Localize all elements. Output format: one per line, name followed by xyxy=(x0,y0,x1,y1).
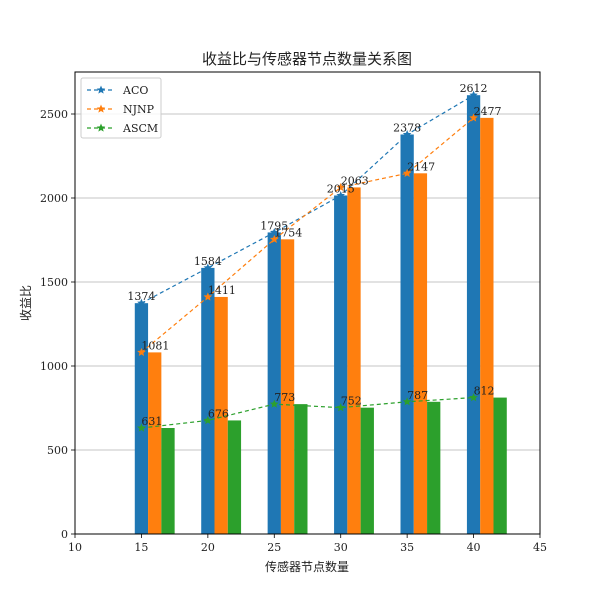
data-label-njnp-40: 2477 xyxy=(474,105,502,118)
data-label-aco-35: 2378 xyxy=(393,121,421,134)
y-tick-label-2500: 2500 xyxy=(40,108,68,121)
legend-label-ascm: ASCM xyxy=(122,122,158,135)
legend-label-njnp: NJNP xyxy=(123,103,155,116)
x-axis-title: 传感器节点数量 xyxy=(265,559,349,574)
x-tick-label-15: 15 xyxy=(134,541,148,554)
x-tick-label-10: 10 xyxy=(68,541,82,554)
data-label-aco-20: 1584 xyxy=(194,255,222,268)
bar-aco-30 xyxy=(334,195,347,534)
data-label-njnp-25: 1754 xyxy=(274,226,302,239)
bar-ascm-20 xyxy=(228,420,241,534)
y-tick-label-500: 500 xyxy=(47,444,68,457)
bar-ascm-25 xyxy=(294,404,307,534)
bar-ascm-30 xyxy=(361,408,374,534)
data-label-ascm-40: 812 xyxy=(474,385,495,398)
bars xyxy=(135,95,507,534)
data-label-njnp-15: 1081 xyxy=(141,339,169,352)
y-tick-label-1000: 1000 xyxy=(40,360,68,373)
data-label-njnp-35: 2147 xyxy=(407,160,435,173)
data-label-ascm-30: 752 xyxy=(341,395,362,408)
legend: ACO NJNP ASCM xyxy=(81,78,161,138)
bar-ascm-15 xyxy=(161,428,174,534)
bar-njnp-25 xyxy=(281,239,294,534)
data-label-aco-15: 1374 xyxy=(127,290,155,303)
data-label-aco-40: 2612 xyxy=(460,82,488,95)
bar-aco-40 xyxy=(467,95,480,534)
x-tick-label-45: 45 xyxy=(533,541,547,554)
legend-label-aco: ACO xyxy=(122,84,148,97)
y-axis-title: 收益比 xyxy=(19,285,33,321)
data-labels: 1374158417952015237826121081141117542063… xyxy=(127,82,501,428)
bar-njnp-35 xyxy=(414,173,427,534)
data-label-njnp-30: 2063 xyxy=(341,174,369,187)
x-tick-label-35: 35 xyxy=(400,541,414,554)
bar-aco-25 xyxy=(268,232,281,534)
data-label-ascm-25: 773 xyxy=(274,391,295,404)
bar-ascm-40 xyxy=(494,398,507,534)
data-label-ascm-35: 787 xyxy=(407,389,428,402)
bar-njnp-30 xyxy=(347,187,360,534)
y-tick-label-0: 0 xyxy=(61,528,68,541)
chart-title: 收益比与传感器节点数量关系图 xyxy=(202,50,412,68)
x-tick-label-25: 25 xyxy=(267,541,281,554)
data-label-njnp-20: 1411 xyxy=(208,284,236,297)
bar-ascm-35 xyxy=(427,402,440,534)
data-label-ascm-15: 631 xyxy=(141,415,162,428)
x-tick-label-20: 20 xyxy=(201,541,215,554)
x-tick-label-30: 30 xyxy=(334,541,348,554)
bar-njnp-40 xyxy=(480,118,493,534)
y-tick-label-1500: 1500 xyxy=(40,276,68,289)
y-tick-label-2000: 2000 xyxy=(40,192,68,205)
data-label-ascm-20: 676 xyxy=(208,407,229,420)
bar-aco-35 xyxy=(401,134,414,534)
bar-njnp-15 xyxy=(148,352,161,534)
x-tick-label-40: 40 xyxy=(467,541,481,554)
bar-aco-20 xyxy=(201,268,214,534)
